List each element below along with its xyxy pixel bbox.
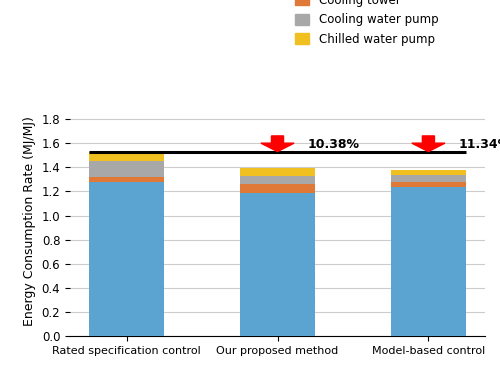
Bar (240, 168, 315, 176)
Bar (240, 176, 315, 184)
Y-axis label: Energy Consumption Rate (MJ/MJ): Energy Consumption Rate (MJ/MJ) (23, 117, 36, 327)
Text: 10.38%: 10.38% (308, 138, 360, 151)
Text: 11.34%: 11.34% (458, 138, 500, 151)
Bar (240, 184, 315, 193)
Bar (89, 182, 164, 336)
Bar (390, 186, 466, 336)
FancyArrow shape (261, 136, 294, 152)
Legend: Chiller, Cooling tower, Cooling water pump, Chilled water pump: Chiller, Cooling tower, Cooling water pu… (292, 0, 442, 49)
Bar (390, 175, 466, 182)
Bar (89, 161, 164, 177)
Bar (240, 193, 315, 336)
Bar (89, 177, 164, 182)
Bar (390, 170, 466, 175)
Bar (89, 152, 164, 161)
Bar (390, 182, 466, 186)
FancyArrow shape (412, 136, 445, 152)
